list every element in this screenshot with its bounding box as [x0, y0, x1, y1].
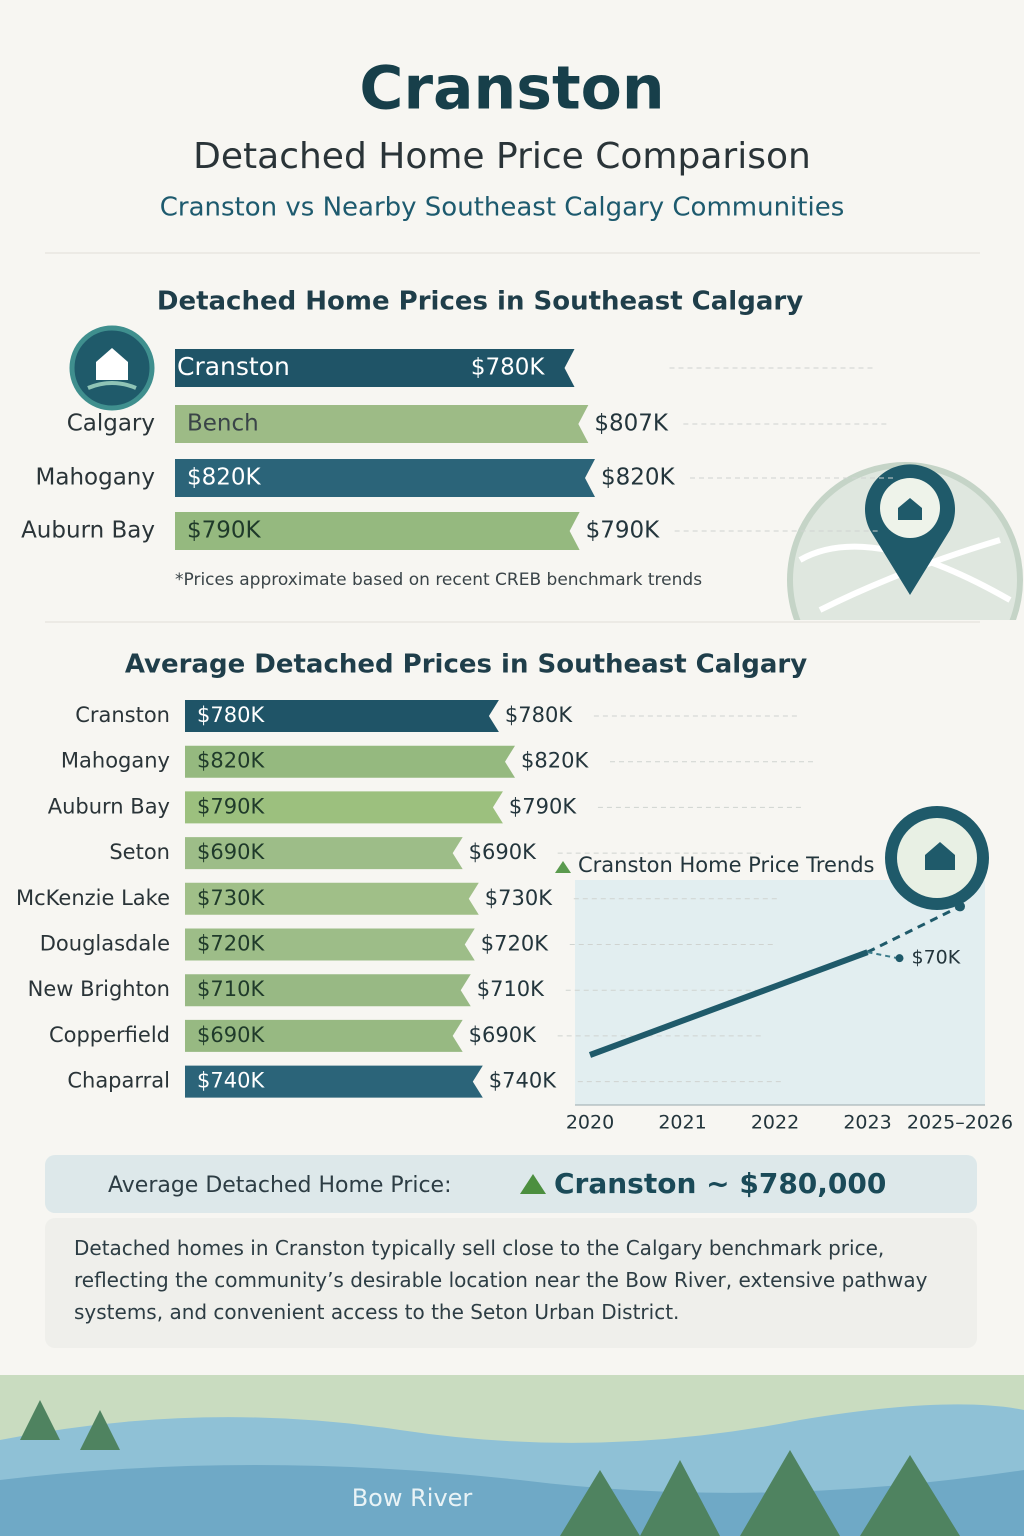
inner-label: $690K [197, 1023, 265, 1047]
category-label: Cranston [75, 703, 170, 727]
x-tick-label: 2022 [751, 1112, 799, 1134]
chart-title: Average Detached Prices in Southeast Cal… [125, 650, 807, 680]
bar [175, 459, 595, 497]
value-label: $690K [469, 1023, 537, 1047]
value-label: $690K [469, 840, 537, 864]
house-icon [96, 348, 128, 380]
inner-label: $710K [197, 977, 265, 1001]
value-label: $740K [489, 1069, 557, 1093]
bar [185, 882, 479, 915]
inner-label: $740K [197, 1069, 265, 1093]
annotation-dot [895, 954, 904, 963]
inner-label: $730K [197, 886, 265, 910]
value-label: $710K [477, 977, 545, 1001]
value-label: $820K [601, 465, 676, 491]
value-label: $790K [586, 518, 661, 544]
trend-line [866, 905, 961, 954]
x-tick-label: 2021 [658, 1112, 706, 1134]
bar [185, 791, 503, 824]
description-box [45, 1218, 977, 1348]
house-icon [898, 498, 922, 520]
category-label: New Brighton [28, 977, 170, 1001]
chart-title: Detached Home Prices in Southeast Calgar… [157, 287, 803, 317]
value-label: $730K [485, 886, 553, 910]
river-icon [87, 381, 137, 390]
x-tick-label: 2025–2026 [907, 1112, 1013, 1134]
category-label: Cranston [177, 352, 290, 381]
bar [175, 405, 589, 443]
summary-marker [520, 1174, 546, 1194]
value-label: $720K [481, 932, 549, 956]
bar [185, 745, 515, 778]
bar [185, 1065, 483, 1098]
bar [185, 837, 463, 870]
chart-area [575, 880, 985, 1105]
title-marker [555, 861, 571, 873]
bar [175, 349, 575, 387]
bar [175, 512, 580, 550]
x-tick-label: 2020 [566, 1112, 614, 1134]
category-label: Chaparral [67, 1069, 170, 1093]
category-label: Auburn Bay [21, 518, 155, 544]
inner-label: $780K [197, 703, 265, 727]
inner-label: $690K [197, 840, 265, 864]
category-label: Douglasdale [40, 932, 170, 956]
bar [185, 928, 475, 961]
subtitle: Detached Home Price Comparison [193, 136, 811, 177]
title: Cranston [359, 54, 664, 124]
category-label: Mahogany [61, 749, 170, 773]
inner-label: $820K [197, 749, 265, 773]
inner-label: $720K [197, 932, 265, 956]
category-label: Seton [109, 840, 170, 864]
footer-label: Bow River [352, 1484, 473, 1512]
value-label: $820K [521, 749, 589, 773]
category-label: McKenzie Lake [16, 886, 170, 910]
inner-label: $820K [187, 465, 262, 491]
value-label: $807K [594, 411, 669, 437]
inner-label: $790K [187, 518, 262, 544]
house-icon [925, 842, 955, 870]
annotation: $70K [912, 947, 961, 969]
summary-box [45, 1155, 977, 1213]
bar [185, 1019, 463, 1052]
x-tick-label: 2023 [843, 1112, 891, 1134]
inner-label: Bench [187, 411, 259, 437]
category-label: Copperfield [49, 1023, 170, 1047]
summary-value: Cranston ~ $780,000 [554, 1167, 886, 1200]
map-cut [790, 622, 1024, 722]
chart-title: Cranston Home Price Trends [578, 853, 875, 877]
point [955, 901, 965, 912]
bar [185, 700, 499, 732]
value-label: $780K [505, 703, 573, 727]
value-label: $790K [509, 794, 577, 818]
category-label: Mahogany [36, 465, 155, 491]
category-label: Auburn Bay [48, 794, 170, 818]
tagline: Cranston vs Nearby Southeast Calgary Com… [160, 193, 845, 223]
summary-label: Average Detached Home Price: [108, 1173, 452, 1198]
bar [185, 974, 471, 1007]
value-label: $780K [471, 355, 546, 381]
inner-label: $790K [197, 794, 265, 818]
chart-note: *Prices approximate based on recent CREB… [175, 570, 702, 590]
description: Detached homes in Cranston typically sel… [74, 1236, 928, 1324]
category-label: Calgary [67, 411, 155, 437]
trend-line [588, 949, 869, 1058]
